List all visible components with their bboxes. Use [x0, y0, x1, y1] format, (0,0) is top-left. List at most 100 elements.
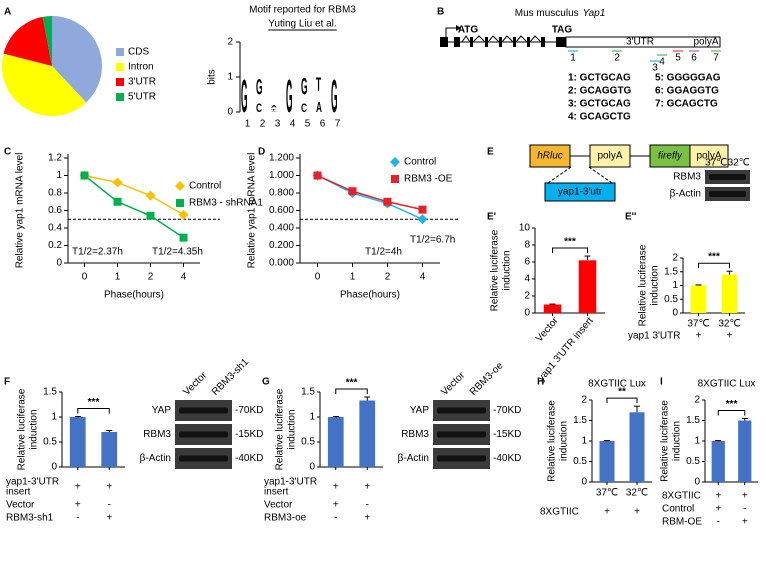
- y-tick-label: 0.8: [48, 188, 62, 199]
- motif-sequence: 7: GCAGCTG: [655, 99, 718, 110]
- point: [146, 211, 155, 220]
- row-mark: -: [743, 504, 746, 515]
- y-axis-label: Relative luciferase: [638, 244, 649, 326]
- y-tick-label: 1.200: [269, 153, 294, 164]
- y-axis-label: Relative luciferase: [275, 388, 286, 470]
- blot-label: β-Actin: [398, 453, 429, 464]
- panel-label: I: [660, 377, 663, 388]
- y-axis-label: induction: [559, 421, 570, 461]
- x-tick-label: 1: [350, 272, 356, 283]
- x-tick-label: 1: [245, 119, 251, 130]
- panel-label: E: [487, 147, 494, 158]
- exon: [499, 37, 502, 47]
- x-axis-label: Phase(hours): [340, 290, 400, 301]
- insert-box: [544, 182, 616, 202]
- row-label: Control: [662, 504, 694, 515]
- point: [418, 205, 427, 214]
- chart-subtitle: Yuting Liu et al.: [268, 19, 336, 30]
- pie-slice: [3, 16, 52, 67]
- construct-box: [529, 144, 571, 168]
- panel-label: E'': [625, 212, 636, 223]
- row-label: yap1-3'UTR: [264, 477, 317, 488]
- annotation: T1/2=4h: [365, 247, 402, 258]
- x-tick-label: 37℃: [596, 488, 618, 499]
- row-label: RBM-OE: [662, 517, 702, 528]
- y-tick-label: 0.200: [269, 240, 294, 251]
- blot-label: YAP: [152, 405, 172, 416]
- tss-arrowhead: [456, 25, 461, 31]
- y-tick-label: 0: [56, 258, 62, 269]
- blot-signal: [179, 407, 228, 414]
- row-mark: +: [364, 513, 370, 524]
- row-mark: -: [717, 517, 720, 528]
- species: Mus musculus: [515, 8, 579, 19]
- x-tick-label: 0: [82, 272, 88, 283]
- y-axis-label: bits: [207, 69, 218, 85]
- row-mark: +: [75, 482, 81, 493]
- row-label: 8XGTIIC: [540, 507, 579, 518]
- row-mark: -: [108, 500, 111, 511]
- blot-size: -40KD: [235, 453, 263, 464]
- gene-label: 3'UTR: [626, 37, 654, 48]
- y-tick-label: 1: [672, 280, 678, 291]
- blot-column: 37℃: [705, 158, 727, 169]
- significance-bracket: [552, 247, 588, 254]
- row-mark: +: [727, 331, 733, 342]
- significance-bracket: [698, 262, 730, 269]
- row-mark: -: [76, 513, 79, 524]
- point: [145, 190, 156, 201]
- chart-title: 8XGTIIC Lux: [588, 379, 646, 390]
- x-tick-label: 3: [275, 119, 281, 130]
- y-axis-label: induction: [672, 421, 683, 461]
- significance-bracket: [606, 397, 638, 404]
- site-number: 5: [675, 53, 681, 64]
- y-tick-label: 1.5: [664, 266, 678, 277]
- y-tick-label: 1: [309, 412, 315, 423]
- legend-label: Control: [189, 181, 221, 192]
- blot-size: -15KD: [235, 429, 263, 440]
- site-number: 4: [659, 57, 665, 68]
- row-label: insert: [264, 487, 289, 498]
- row-mark: +: [333, 500, 339, 511]
- logo-letter: T: [271, 109, 277, 111]
- y-tick-label: 0: [694, 477, 700, 488]
- legend-label: RBM3 - shRNA1: [189, 198, 263, 209]
- bar: [327, 417, 344, 467]
- row-mark: +: [604, 507, 610, 518]
- row-mark: +: [742, 491, 748, 502]
- y-tick-label: 1: [56, 170, 62, 181]
- pie-slice: [52, 16, 102, 103]
- y-tick-label: 1: [227, 72, 233, 83]
- blot-signal: [437, 407, 486, 414]
- annotation: T1/2=6.7h: [410, 235, 455, 246]
- motif-sequence: 2: GCAGGTG: [568, 86, 632, 97]
- y-tick-label: 1.5: [43, 387, 57, 398]
- point: [80, 171, 89, 180]
- point: [179, 233, 188, 242]
- row-mark: +: [106, 513, 112, 524]
- y-tick-label: 0: [672, 308, 678, 319]
- blot-label: RBM3: [673, 172, 701, 183]
- x-tick-label: 32℃: [626, 488, 648, 499]
- x-tick-label: 4: [181, 272, 187, 283]
- y-tick-label: 2: [524, 291, 530, 302]
- x-tick-label: 4: [420, 272, 426, 283]
- logo-letter: C: [256, 103, 262, 116]
- panel-label: A: [4, 7, 11, 18]
- site-number: 7: [713, 53, 719, 64]
- gene-label: TAG: [552, 25, 573, 36]
- logo-letter: G: [286, 72, 292, 123]
- panel-label: C: [4, 147, 11, 158]
- y-tick-label: 0.800: [269, 188, 294, 199]
- y-tick-label: 0.6: [48, 205, 62, 216]
- series-line: [84, 174, 184, 216]
- point: [383, 197, 392, 206]
- blot-label: RBM3: [401, 429, 429, 440]
- y-tick-label: 1.5: [686, 415, 700, 426]
- y-tick-label: 2: [672, 253, 678, 264]
- point: [417, 214, 428, 225]
- row-mark: +: [333, 482, 339, 493]
- y-axis-label: Relative luciferase: [17, 388, 28, 470]
- site-number: 2: [614, 53, 620, 64]
